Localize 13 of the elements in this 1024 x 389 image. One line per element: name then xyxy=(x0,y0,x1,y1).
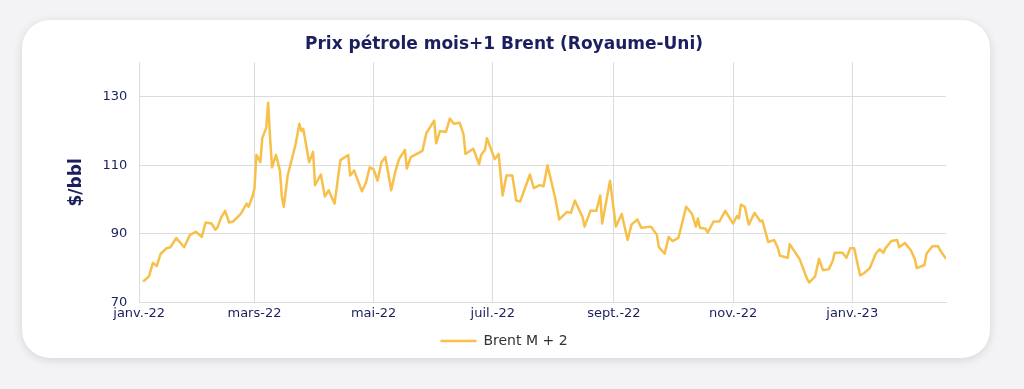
x-tick-label: sept.-22 xyxy=(587,304,641,320)
y-axis-title: $/bbl xyxy=(64,158,85,207)
y-tick-label: 110 xyxy=(102,156,128,172)
chart-title: Prix pétrole mois+1 Brent (Royaume-Uni) xyxy=(304,32,704,53)
x-tick-label: janv.-23 xyxy=(825,304,879,320)
x-tick-label: janv.-22 xyxy=(112,304,166,320)
x-tick-label: mars-22 xyxy=(227,304,282,320)
x-tick-label: juil.-22 xyxy=(469,304,516,320)
x-tick-label: nov.-22 xyxy=(708,304,758,320)
y-tick-label: 130 xyxy=(102,88,128,104)
y-tick-label: 90 xyxy=(110,225,128,241)
x-tick-label: mai-22 xyxy=(350,304,397,320)
legend-label: Brent M + 2 xyxy=(483,331,568,348)
